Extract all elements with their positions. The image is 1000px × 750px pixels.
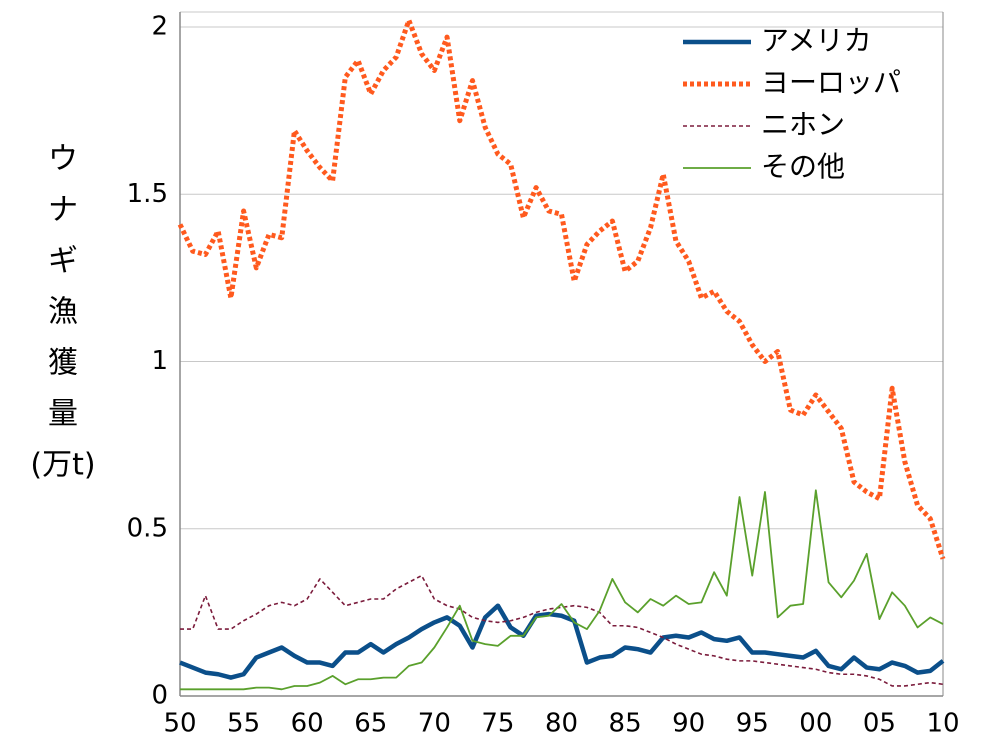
x-tick-label: 60 [291, 709, 324, 739]
y-tick-label: 1.5 [127, 179, 168, 209]
x-tick-label: 70 [418, 709, 451, 739]
y-axis-label: ナ [48, 193, 78, 228]
x-tick-label: 85 [609, 709, 642, 739]
x-tick-label: 80 [545, 709, 578, 739]
y-tick-label: 0.5 [127, 513, 168, 543]
x-tick-label: 10 [926, 709, 959, 739]
y-axis-label: (万t) [30, 448, 95, 483]
y-axis-label: 量 [48, 397, 78, 432]
series-line [179, 603, 945, 680]
y-tick-label: 1 [151, 346, 168, 376]
legend-label: ニホン [761, 108, 845, 141]
x-tick-label: 90 [672, 709, 705, 739]
x-tick-label: 95 [736, 709, 769, 739]
x-tick-label: 65 [354, 709, 387, 739]
y-tick-label: 0 [151, 681, 168, 711]
series-line [180, 489, 944, 691]
legend-label: その他 [761, 150, 845, 183]
y-axis-label: ウ [48, 142, 78, 177]
x-tick-label: 50 [163, 709, 196, 739]
x-tick-label: 00 [799, 709, 832, 739]
series-line [180, 574, 944, 687]
legend-label: アメリカ [761, 24, 872, 57]
series-line [177, 17, 946, 560]
y-tick-label: 2 [151, 12, 168, 42]
y-axis-label: 獲 [48, 346, 78, 381]
y-axis-label: 漁 [48, 295, 78, 330]
y-axis-label: ギ [48, 244, 78, 279]
x-tick-label: 55 [227, 709, 260, 739]
x-tick-label: 05 [863, 709, 896, 739]
legend-label: ヨーロッパ [761, 66, 901, 99]
x-tick-label: 75 [481, 709, 514, 739]
